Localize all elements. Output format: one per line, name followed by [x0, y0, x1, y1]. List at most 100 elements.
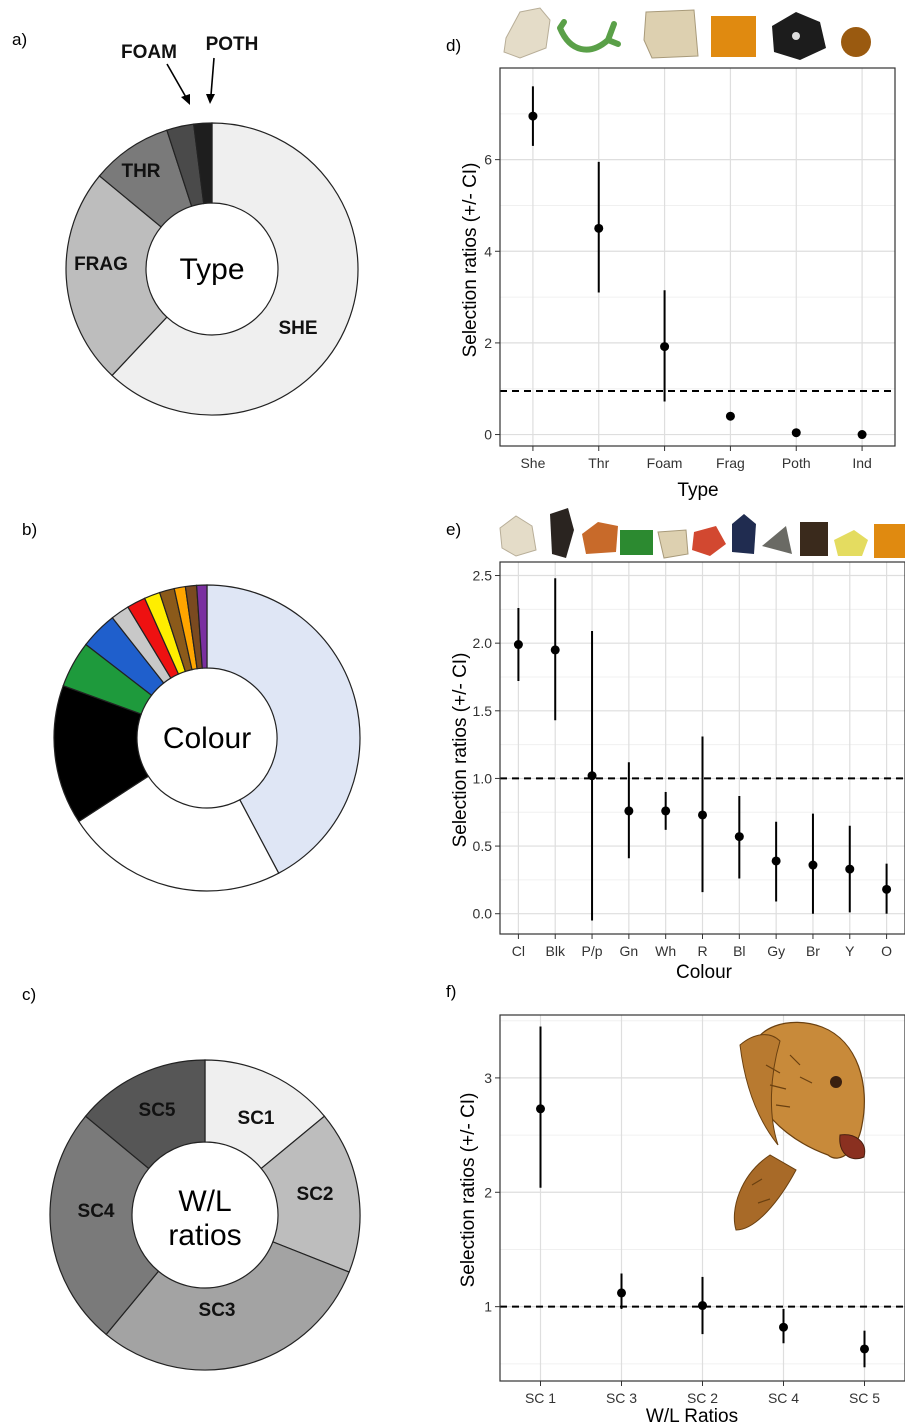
foam-callout-arrow: [166, 63, 188, 100]
type-x-tick-label: Ind: [852, 455, 871, 471]
brown-pellet-icon: [841, 27, 871, 57]
wl-slice-sc3: [105, 1241, 350, 1371]
type-data-point: [528, 111, 538, 121]
turtle-shell-edge: [739, 1034, 781, 1146]
colour-y-tick-label: 2.5: [473, 568, 493, 584]
colour-plot-body: 0.0 0.5 1.0 1.5 2.0 2.5 Cl Blk P/p Gn Wh R Bl Gy Br Y O: [473, 561, 905, 959]
green-thread-icon: [557, 19, 621, 53]
wl-x-tick-label: SC 4: [768, 1390, 799, 1406]
colour-donut-chart: Colour: [53, 584, 361, 892]
wl-data-point: [617, 1288, 626, 1298]
foam-callout-label: FOAM: [121, 42, 177, 63]
type-x-tick-label: Poth: [782, 455, 811, 471]
colour-slice-1: [206, 584, 361, 874]
type-data-point: [594, 223, 604, 233]
wl-data-point: [536, 1104, 545, 1114]
type-x-tick-label: Thr: [588, 455, 609, 471]
colour-plot-y-title: Selection ratios (+/- CI): [450, 653, 471, 848]
colour-y-tick-label: 0.5: [473, 838, 493, 854]
turtle-beak: [839, 1134, 866, 1160]
wl-selection-plot: 1 2 3 SC 1 SC 3 SC 2 SC 4 SC 5 Selection ratios…: [458, 1014, 905, 1427]
colour-y-tick-label: 2.0: [473, 635, 493, 651]
wl-x-tick-label: SC 5: [849, 1390, 880, 1406]
type-donut-slices: [65, 122, 359, 416]
turtle-eye: [830, 1076, 842, 1088]
colour-x-tick-label: Gn: [620, 943, 639, 959]
wl-y-tick-label: 2: [484, 1184, 492, 1200]
colour-data-point: [845, 864, 855, 874]
colour-x-tick-label: Br: [806, 943, 820, 959]
panel-label-e: e): [446, 520, 462, 539]
type-donut-center-label: Type: [179, 253, 244, 286]
turtle-flipper: [733, 1154, 797, 1231]
panel-label-b: b): [22, 520, 38, 539]
wl-slice-sc2: [260, 1115, 361, 1273]
type-data-point: [725, 411, 735, 421]
wl-x-tick-label: SC 3: [606, 1390, 637, 1406]
type-y-tick-label: 4: [484, 243, 492, 259]
sc1-slice-label: SC1: [238, 1108, 275, 1129]
yellow-fragment-icon: [834, 530, 868, 556]
turtle-scale-pattern: [751, 1054, 813, 1204]
wl-donut-center-line2: ratios: [168, 1219, 241, 1252]
blue-fragment-icon: [732, 514, 756, 554]
orange-fragment-icon: [874, 524, 905, 558]
clear-fragment-icon: [499, 515, 537, 557]
colour-data-point: [513, 640, 523, 650]
thr-slice-label: THR: [121, 161, 160, 182]
colour-data-point: [734, 832, 744, 842]
type-plot-y-title: Selection ratios (+/- CI): [460, 163, 481, 358]
white-foam-icon: [643, 9, 699, 59]
foam-arrow-head: [181, 94, 190, 105]
type-data-point: [660, 342, 670, 352]
colour-data-point: [808, 860, 818, 870]
colour-x-tick-label: Y: [845, 943, 855, 959]
type-slice-she: [111, 122, 359, 416]
colour-selection-plot: 0.00.51.01.52.02.5Cl Blk P/p Gn Wh R Bl Gy Br Y O …: [450, 508, 905, 983]
wl-donut-chart: W/L ratios SC1 SC2 SC3 SC4 SC5: [49, 1059, 361, 1371]
red-fragment-icon: [692, 526, 726, 556]
poth-callout-arrow: [210, 57, 215, 96]
sc2-slice-label: SC2: [297, 1184, 334, 1205]
type-data-point: [857, 430, 867, 440]
colour-data-point: [771, 856, 781, 866]
wl-x-tick-label: SC 2: [687, 1390, 718, 1406]
wl-x-tick-label: SC 1: [525, 1390, 556, 1406]
colour-data-point: [661, 806, 671, 816]
colour-donut-slices: [53, 584, 361, 892]
poth-callout-label: POTH: [206, 34, 259, 55]
wl-y-tick-label: 3: [484, 1070, 492, 1086]
type-plot-x-title: Type: [677, 480, 718, 500]
black-fragment-icon: [550, 508, 574, 558]
sc4-slice-label: SC4: [78, 1201, 115, 1222]
turtle-head: [751, 1021, 865, 1159]
colour-slice-12: [195, 584, 208, 669]
panel-label-d: d): [446, 36, 462, 55]
colour-y-tick-label: 1.5: [473, 703, 493, 719]
colour-x-tick-label: Wh: [655, 943, 676, 959]
wl-plot-x-title: W/L Ratios: [646, 1406, 738, 1427]
colour-plot-x-title: Colour: [676, 962, 733, 983]
type-x-tick-label: She: [520, 455, 545, 471]
colour-y-tick-label: 0.0: [473, 906, 493, 922]
colour-data-point: [587, 771, 597, 781]
sea-turtle-illustration: [733, 1021, 866, 1231]
type-plot-body: 0 2 4 6 She Thr Foam Frag Poth Ind: [484, 67, 896, 471]
she-slice-label: SHE: [278, 318, 317, 339]
colour-x-tick-label: P/p: [582, 943, 603, 959]
colour-data-point: [624, 806, 634, 816]
panel-label-c: c): [22, 985, 37, 1004]
type-y-tick-label: 2: [484, 335, 492, 351]
brown-fragment-icon: [582, 522, 618, 554]
type-y-tick-label: 0: [484, 427, 492, 443]
frag-slice-label: FRAG: [74, 254, 128, 275]
sc5-slice-label: SC5: [139, 1100, 176, 1121]
black-pellet-spots: [792, 32, 800, 40]
colour-slice-2: [77, 775, 280, 892]
type-data-point: [791, 428, 801, 438]
sc3-slice-label: SC3: [199, 1300, 236, 1321]
type-donut-chart: Type SHE FRAG THR FOAM POTH: [65, 34, 359, 416]
colour-data-point: [882, 884, 892, 894]
colour-x-tick-label: Bl: [733, 943, 745, 959]
colour-x-tick-label: R: [697, 943, 707, 959]
